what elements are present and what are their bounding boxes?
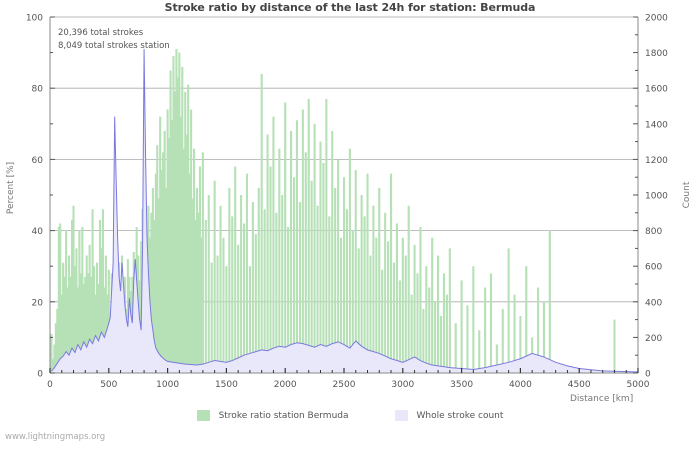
- svg-text:2500: 2500: [333, 380, 356, 390]
- svg-text:60: 60: [32, 156, 44, 166]
- legend-label-whole-stroke-count: Whole stroke count: [416, 410, 504, 421]
- svg-text:1200: 1200: [645, 156, 668, 166]
- x-axis-label-distance: Distance [km]: [570, 394, 634, 404]
- svg-text:1600: 1600: [645, 85, 668, 95]
- line-series-whole-stroke-count: [51, 49, 639, 373]
- svg-text:0: 0: [47, 380, 53, 390]
- legend-item-whole-stroke-count[interactable]: Whole stroke count: [394, 410, 504, 421]
- area-series-whole-stroke-count: [51, 49, 639, 373]
- axis-ticks: [49, 16, 639, 374]
- legend-swatch-whole-stroke-count: [394, 410, 408, 421]
- footer-watermark: www.lightningmaps.org: [5, 432, 106, 442]
- svg-text:500: 500: [100, 380, 117, 390]
- legend-swatch-stroke-ratio: [196, 410, 210, 421]
- y-axis-label-percent: Percent [%]: [6, 161, 16, 215]
- svg-text:4500: 4500: [568, 380, 591, 390]
- axis-tick-labels: 0204060801000200400600800100012001400160…: [26, 14, 668, 391]
- svg-text:1000: 1000: [156, 380, 179, 390]
- svg-text:1400: 1400: [645, 120, 668, 130]
- svg-text:1500: 1500: [215, 380, 238, 390]
- chart-legend: Stroke ratio station Bermuda Whole strok…: [0, 410, 700, 421]
- svg-text:5000: 5000: [627, 380, 650, 390]
- chart-title: Stroke ratio by distance of the last 24h…: [164, 1, 536, 14]
- svg-text:200: 200: [645, 334, 662, 344]
- svg-text:2000: 2000: [274, 380, 297, 390]
- svg-text:20: 20: [32, 298, 44, 308]
- svg-text:3000: 3000: [391, 380, 414, 390]
- svg-text:0: 0: [37, 370, 43, 380]
- svg-text:80: 80: [32, 85, 44, 95]
- legend-item-stroke-ratio[interactable]: Stroke ratio station Bermuda: [196, 410, 349, 421]
- svg-text:800: 800: [645, 227, 662, 237]
- svg-text:3500: 3500: [450, 380, 473, 390]
- legend-label-stroke-ratio: Stroke ratio station Bermuda: [218, 410, 349, 421]
- svg-text:1800: 1800: [645, 49, 668, 59]
- svg-text:400: 400: [645, 298, 662, 308]
- svg-text:0: 0: [645, 370, 651, 380]
- svg-text:2000: 2000: [645, 14, 668, 24]
- svg-text:4000: 4000: [509, 380, 532, 390]
- annotation-total-strokes: 20,396 total strokes: [58, 28, 144, 38]
- svg-text:1000: 1000: [645, 192, 668, 202]
- svg-text:600: 600: [645, 263, 662, 273]
- y-axis-label-count: Count: [682, 181, 692, 209]
- svg-text:100: 100: [26, 14, 43, 24]
- svg-text:40: 40: [32, 227, 44, 237]
- annotation-total-strokes-station: 8,049 total strokes station: [58, 41, 170, 51]
- totals-annotation: 20,396 total strokes 8,049 total strokes…: [58, 27, 170, 53]
